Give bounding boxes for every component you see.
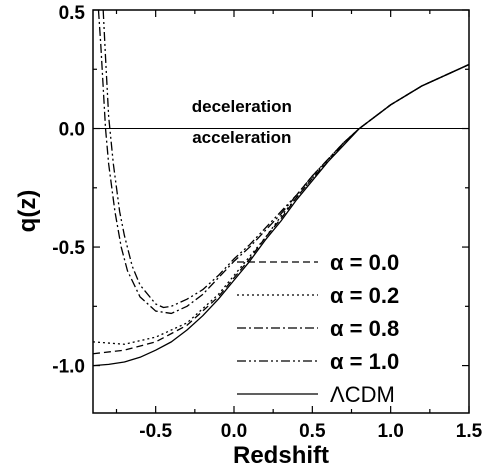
legend-label-2: α = 0.8 bbox=[330, 316, 399, 341]
x-tick-label: 0.5 bbox=[299, 421, 326, 442]
x-tick-label: -0.5 bbox=[139, 421, 172, 442]
series-line-4 bbox=[93, 63, 469, 367]
x-tick-label: 1.5 bbox=[456, 421, 483, 442]
acceleration-label: acceleration bbox=[192, 128, 291, 147]
legend-label-0: α = 0.0 bbox=[330, 250, 399, 275]
plot-frame bbox=[92, 9, 470, 414]
x-tick-label: 1.0 bbox=[377, 421, 403, 442]
y-tick-label: 0.0 bbox=[59, 120, 85, 141]
y-tick-label: 0.5 bbox=[59, 3, 86, 24]
series-line-3 bbox=[102, 10, 469, 309]
y-axis-title: q(z) bbox=[14, 190, 41, 233]
legend-label-3: α = 1.0 bbox=[330, 349, 399, 374]
deceleration-label: deceleration bbox=[192, 97, 292, 116]
x-axis-title: Redshift bbox=[233, 442, 329, 469]
x-tick-label: 0.0 bbox=[221, 421, 247, 442]
legend-label-1: α = 0.2 bbox=[330, 283, 399, 308]
y-tick-label: -1.0 bbox=[52, 357, 85, 378]
y-tick-label: -0.5 bbox=[52, 238, 85, 259]
legend-label-4: ΛCDM bbox=[330, 382, 395, 407]
series-line-2 bbox=[97, 10, 469, 315]
